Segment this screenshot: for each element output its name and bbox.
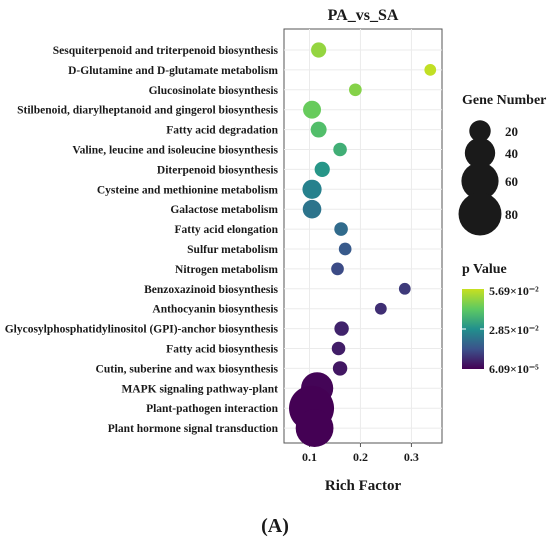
y-tick-label: Sulfur metabolism — [187, 244, 278, 256]
data-point — [311, 42, 327, 58]
data-points — [289, 42, 437, 447]
data-point — [374, 302, 387, 315]
size-legend-title: Gene Number — [462, 93, 546, 108]
x-tick-label: 0.2 — [353, 450, 368, 464]
chart-title: PA_vs_SA — [328, 7, 399, 24]
data-point — [424, 64, 437, 76]
y-tick-label: Stilbenoid, diarylheptanoid and gingerol… — [17, 105, 278, 117]
y-tick-label: Fatty acid biosynthesis — [166, 344, 278, 356]
y-tick-label: Diterpenoid biosynthesis — [157, 164, 279, 176]
y-tick-label: Glucosinolate biosynthesis — [149, 85, 279, 97]
x-tick-label: 0.1 — [302, 450, 317, 464]
y-tick-label: Anthocyanin biosynthesis — [152, 304, 278, 316]
size-legend: Gene Number 20 40 60 80 — [458, 93, 546, 236]
data-point — [332, 361, 348, 376]
bubble-chart: PA_vs_SA Sesquiterpenoid and triterpenoi… — [5, 7, 547, 494]
size-legend-dot — [464, 137, 496, 169]
y-tick-label: Plant hormone signal transduction — [108, 423, 279, 435]
data-point — [310, 121, 327, 138]
data-point — [295, 409, 334, 447]
data-point — [334, 321, 349, 336]
color-legend-title: p Value — [462, 262, 507, 277]
y-tick-label: Fatty acid degradation — [166, 125, 278, 137]
size-legend-label: 20 — [505, 124, 518, 139]
y-tick-label: Cutin, suberine and wax biosynthesis — [96, 363, 279, 375]
size-legend-label: 60 — [505, 174, 518, 189]
y-tick-label: Fatty acid elongation — [175, 224, 279, 236]
data-point — [302, 179, 322, 199]
color-bar — [462, 289, 484, 369]
y-tick-label: MAPK signaling pathway-plant — [121, 383, 278, 395]
figure-label: (A) — [261, 515, 289, 537]
size-legend-dot — [461, 162, 499, 200]
y-tick-label: Glycosylphosphatidylinositol (GPI)-ancho… — [5, 324, 279, 336]
size-legend-dot — [469, 120, 491, 142]
y-tick-label: Plant-pathogen interaction — [146, 403, 279, 415]
color-legend-max-label: 5.69×10⁻² — [489, 284, 539, 298]
y-tick-label: Nitrogen metabolism — [175, 264, 278, 276]
data-point — [314, 161, 330, 177]
y-tick-label: Benzoxazinoid biosynthesis — [144, 284, 278, 296]
data-point — [302, 199, 322, 219]
data-point — [303, 100, 322, 119]
y-tick-label: D-Glutamine and D-glutamate metabolism — [68, 65, 278, 77]
y-tick-label: Galactose metabolism — [170, 204, 278, 216]
color-legend: p Value 5.69×10⁻² 2.85×10⁻² 6.09×10⁻⁵ — [462, 262, 539, 376]
color-legend-min-label: 6.09×10⁻⁵ — [489, 362, 539, 376]
x-tick-label: 0.3 — [404, 450, 419, 464]
size-legend-label: 40 — [505, 146, 518, 161]
color-legend-mid-label: 2.85×10⁻² — [489, 323, 539, 337]
y-tick-labels: Sesquiterpenoid and triterpenoid biosynt… — [5, 45, 279, 435]
data-point — [349, 83, 362, 97]
data-point — [398, 282, 411, 295]
data-point — [333, 142, 347, 157]
y-tick-label: Sesquiterpenoid and triterpenoid biosynt… — [53, 45, 279, 57]
data-point — [334, 222, 348, 236]
y-tick-label: Cysteine and methionine metabolism — [97, 184, 279, 196]
data-point — [338, 242, 352, 256]
data-point — [331, 262, 344, 276]
x-axis-label: Rich Factor — [325, 478, 402, 494]
size-legend-dot — [458, 192, 502, 236]
y-tick-label: Valine, leucine and isoleucine biosynthe… — [72, 145, 278, 157]
size-legend-label: 80 — [505, 207, 518, 222]
data-point — [331, 341, 346, 356]
x-tick-labels: 0.1 0.2 0.3 — [302, 443, 419, 464]
